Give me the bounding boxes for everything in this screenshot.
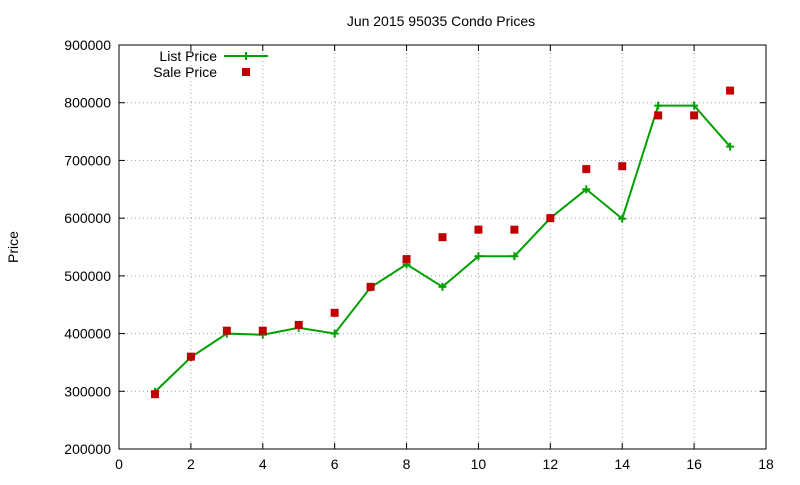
sale-price-point xyxy=(330,308,339,317)
sale-price-point xyxy=(366,282,375,291)
grid-lines xyxy=(119,45,766,449)
sale-price-point xyxy=(690,111,699,120)
list-price-point xyxy=(330,329,339,338)
sale-price-series xyxy=(150,86,735,399)
sale-price-point xyxy=(474,225,483,234)
legend-marker-sale-price xyxy=(242,68,250,76)
y-tick-label: 600000 xyxy=(64,210,111,226)
y-tick-label: 800000 xyxy=(64,95,111,111)
x-tick-label: 12 xyxy=(543,456,559,472)
sale-price-point xyxy=(150,390,159,399)
y-tick-label: 500000 xyxy=(64,268,111,284)
x-tick-label: 4 xyxy=(259,456,267,472)
sale-price-point xyxy=(654,111,663,120)
list-price-series xyxy=(150,101,735,396)
list-price-point xyxy=(438,282,447,291)
x-tick-label: 6 xyxy=(331,456,339,472)
sale-price-point xyxy=(258,326,267,335)
list-price-point xyxy=(474,252,483,261)
x-tick-label: 18 xyxy=(758,456,774,472)
sale-price-point xyxy=(294,320,303,329)
sale-price-point xyxy=(510,225,519,234)
x-tick-label: 2 xyxy=(187,456,195,472)
chart-title: Jun 2015 95035 Condo Prices xyxy=(347,13,535,29)
sale-price-point xyxy=(222,326,231,335)
y-tick-label: 400000 xyxy=(64,326,111,342)
legend-label-list-price: List Price xyxy=(159,48,217,64)
sale-price-point xyxy=(402,255,411,264)
list-price-point xyxy=(510,252,519,261)
y-tick-label: 700000 xyxy=(64,152,111,168)
sale-price-point xyxy=(546,214,555,223)
x-tick-label: 0 xyxy=(115,456,123,472)
legend-marker-list-price xyxy=(242,52,250,60)
sale-price-point xyxy=(438,233,447,242)
x-tick-label: 10 xyxy=(471,456,487,472)
series-layer xyxy=(150,86,735,399)
x-tick-label: 8 xyxy=(403,456,411,472)
sale-price-point xyxy=(186,352,195,361)
x-tick-label: 16 xyxy=(686,456,702,472)
sale-price-point xyxy=(618,162,627,171)
list-price-point xyxy=(582,185,591,194)
sale-price-point xyxy=(726,86,735,95)
legend-label-sale-price: Sale Price xyxy=(153,64,217,80)
list-price-point xyxy=(726,142,735,151)
list-price-point xyxy=(618,214,627,223)
axes: 0 2 4 6 8 10 12 14 16 18 200000 300000 400000 500000 6… xyxy=(64,37,774,472)
y-tick-label: 300000 xyxy=(64,383,111,399)
list-price-line xyxy=(154,104,731,393)
list-price-point xyxy=(690,101,699,110)
plot-border xyxy=(118,44,767,450)
x-tick-label: 14 xyxy=(614,456,630,472)
y-tick-label: 200000 xyxy=(64,441,111,457)
y-axis-label: Price xyxy=(5,231,21,263)
list-price-point xyxy=(654,101,663,110)
y-tick-label: 900000 xyxy=(64,37,111,53)
sale-price-point xyxy=(582,165,591,174)
